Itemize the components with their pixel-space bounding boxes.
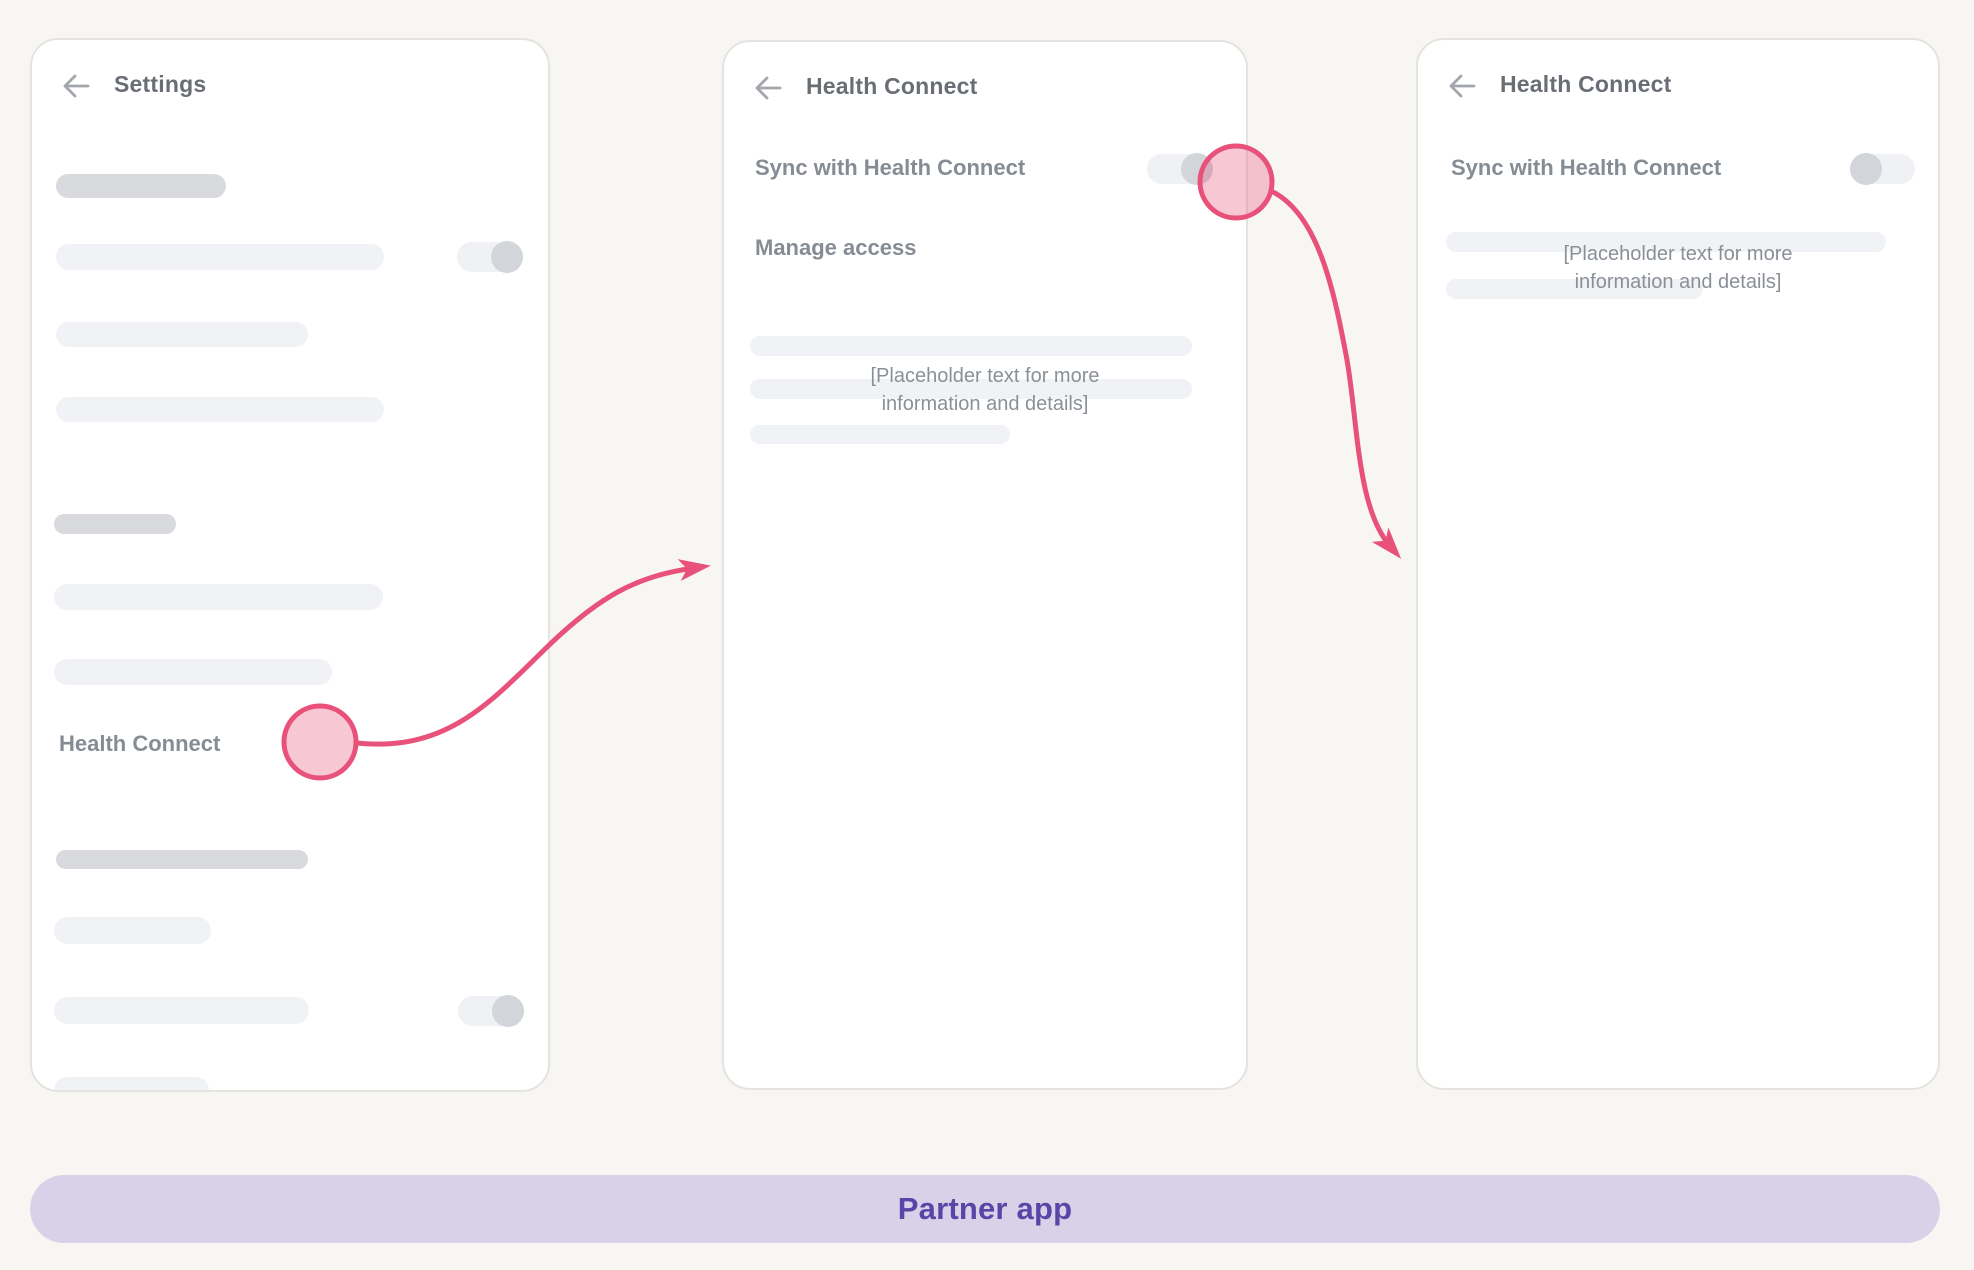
- skeleton-row: [54, 584, 383, 610]
- placeholder-line: information and details]: [1574, 271, 1782, 293]
- placeholder-note: [Placeholder text for more information a…: [1418, 240, 1938, 296]
- sync-row-label: Sync with Health Connect: [755, 155, 1026, 180]
- skeleton-section-header: [54, 514, 176, 534]
- sync-row-label: Sync with Health Connect: [1451, 155, 1722, 180]
- back-arrow-icon[interactable]: [60, 72, 92, 100]
- skeleton-row: [1446, 232, 1886, 252]
- skeleton-row: [54, 917, 211, 944]
- settings-row-toggle[interactable]: [458, 995, 524, 1027]
- sync-toggle[interactable]: [1850, 153, 1915, 185]
- partner-app-label: Partner app: [897, 1191, 1073, 1226]
- skeleton-section-header: [56, 850, 308, 869]
- toggle-thumb: [1181, 153, 1213, 185]
- skeleton-section-header: [56, 174, 226, 198]
- flow-arrow-2: [1268, 188, 1402, 559]
- skeleton-row: [750, 336, 1192, 356]
- skeleton-row: [54, 1077, 209, 1090]
- back-arrow-icon[interactable]: [1446, 72, 1478, 100]
- placeholder-line: information and details]: [881, 393, 1089, 415]
- settings-row-toggle[interactable]: [457, 241, 523, 273]
- sync-toggle[interactable]: [1147, 153, 1213, 185]
- screen-health-connect-disabled: Health Connect Sync with Health Connect …: [1416, 38, 1940, 1090]
- skeleton-row: [750, 379, 1192, 399]
- placeholder-note: [Placeholder text for more information a…: [724, 362, 1246, 418]
- screen-settings: Settings Health Connect: [30, 38, 550, 1092]
- toggle-thumb: [491, 241, 523, 273]
- back-arrow-icon[interactable]: [752, 74, 784, 102]
- toggle-thumb: [492, 995, 524, 1027]
- skeleton-row: [56, 322, 308, 347]
- placeholder-line: [Placeholder text for more: [1563, 243, 1793, 265]
- skeleton-row: [54, 997, 309, 1024]
- placeholder-line: [Placeholder text for more: [870, 365, 1100, 387]
- skeleton-row: [1446, 279, 1703, 299]
- page-title: Health Connect: [806, 73, 978, 99]
- manage-access-item[interactable]: Manage access: [755, 235, 917, 260]
- page-title: Settings: [114, 71, 207, 97]
- page-title: Health Connect: [1500, 71, 1672, 97]
- skeleton-row: [56, 244, 384, 270]
- skeleton-row: [750, 425, 1010, 444]
- toggle-thumb: [1850, 153, 1882, 185]
- skeleton-row: [56, 397, 384, 422]
- list-item-health-connect[interactable]: Health Connect: [59, 731, 221, 756]
- screen-health-connect-enabled: Health Connect Sync with Health Connect …: [722, 40, 1248, 1090]
- partner-app-banner: Partner app: [30, 1175, 1940, 1243]
- skeleton-row: [54, 659, 332, 685]
